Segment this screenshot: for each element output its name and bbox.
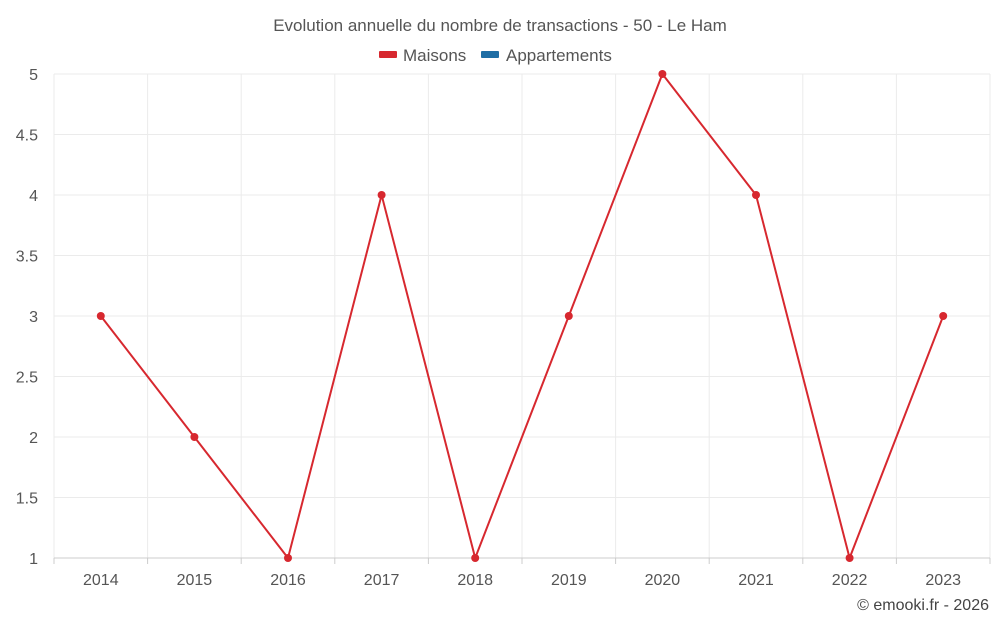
legend-item-appartements[interactable]: Appartements xyxy=(481,46,612,65)
x-tick-label: 2017 xyxy=(364,572,400,589)
data-point[interactable] xyxy=(96,312,105,320)
y-axis: 1 1.5 2 2.5 3 3.5 4 4.5 5 xyxy=(16,67,38,568)
x-tick-label: 2020 xyxy=(645,572,681,589)
legend-swatch-maisons xyxy=(379,51,397,58)
y-tick-label: 3 xyxy=(29,309,38,326)
series-line xyxy=(100,73,945,559)
data-point[interactable] xyxy=(471,554,480,562)
data-point[interactable] xyxy=(845,554,854,562)
legend-label-maisons: Maisons xyxy=(403,46,466,65)
data-point[interactable] xyxy=(190,433,199,441)
y-tick-label: 2.5 xyxy=(16,370,38,387)
x-tick-label: 2014 xyxy=(83,572,119,589)
x-tick-label: 2021 xyxy=(738,572,774,589)
x-tick-label: 2019 xyxy=(551,572,587,589)
y-tick-label: 4 xyxy=(29,188,38,205)
chart-title: Evolution annuelle du nombre de transact… xyxy=(273,16,727,35)
data-point[interactable] xyxy=(284,554,292,562)
legend: Maisons Appartements xyxy=(379,46,612,65)
credit-text: © emooki.fr - 2026 xyxy=(857,597,989,614)
series-maisons xyxy=(96,70,948,562)
x-tick-label: 2015 xyxy=(177,572,213,589)
data-point[interactable] xyxy=(752,191,760,199)
data-point[interactable] xyxy=(564,312,573,320)
x-tick-label: 2018 xyxy=(457,572,493,589)
y-tick-label: 5 xyxy=(29,67,38,84)
x-tick-label: 2023 xyxy=(925,572,961,589)
y-tick-label: 1.5 xyxy=(16,491,38,508)
x-tick-label: 2016 xyxy=(270,572,306,589)
data-point[interactable] xyxy=(377,191,386,199)
legend-label-appartements: Appartements xyxy=(506,46,612,65)
y-tick-label: 1 xyxy=(29,551,38,568)
y-tick-label: 4.5 xyxy=(16,128,38,145)
data-point[interactable] xyxy=(939,312,948,320)
legend-item-maisons[interactable]: Maisons xyxy=(379,46,466,65)
x-axis: 2014 2015 2016 2017 2018 2019 2020 2021 2022 2023 xyxy=(53,557,991,589)
x-tick-label: 2022 xyxy=(832,572,868,589)
data-point[interactable] xyxy=(658,70,667,78)
y-tick-label: 2 xyxy=(29,430,38,447)
gridlines xyxy=(53,73,991,559)
legend-swatch-appartements xyxy=(481,51,499,58)
y-tick-label: 3.5 xyxy=(16,249,38,266)
